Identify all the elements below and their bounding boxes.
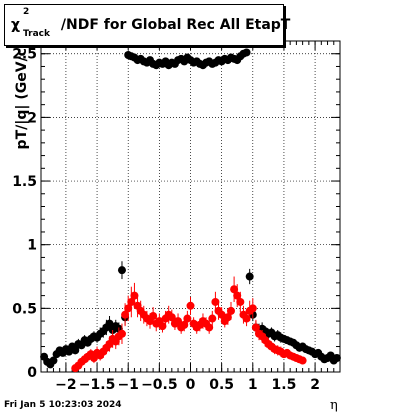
x-tick-label: 2	[310, 377, 320, 393]
data-point	[230, 285, 239, 294]
x-tick-label: −1.5	[79, 377, 116, 393]
data-point	[298, 356, 307, 365]
title-symbol: χ	[11, 17, 21, 33]
data-point	[127, 297, 136, 306]
data-point	[223, 313, 232, 322]
data-point	[174, 317, 183, 326]
data-point	[251, 323, 260, 332]
data-point	[49, 356, 58, 365]
data-point	[242, 314, 251, 323]
data-point	[217, 310, 226, 319]
y-tick-label: 2.5	[12, 47, 37, 63]
data-point	[248, 304, 257, 313]
data-point	[180, 320, 189, 329]
data-point	[105, 319, 114, 328]
y-tick-label: 1.5	[12, 174, 37, 190]
grid	[41, 41, 340, 373]
x-tick-label: 0.5	[209, 377, 234, 393]
data-point	[117, 329, 126, 338]
x-tick-label: 1.5	[272, 377, 297, 393]
data-point	[236, 297, 245, 306]
y-tick-label: 1	[27, 238, 37, 254]
chart-title: χ 2 Track /NDF for Global Rec All EtapT	[11, 7, 291, 39]
title-rest: /NDF for Global Rec All EtapT	[60, 17, 291, 33]
x-tick-label: −2	[55, 377, 76, 393]
data-point	[124, 304, 133, 313]
data-point	[158, 322, 167, 331]
data-point	[149, 311, 158, 320]
x-axis-label: η	[330, 398, 338, 413]
x-tick-label: −1	[117, 377, 138, 393]
y-tick-label: 0.5	[12, 301, 37, 317]
data-point	[332, 353, 341, 362]
timestamp-footer: Fri Jan 5 10:23:03 2024	[4, 400, 122, 410]
tick-labels: −2 −1.5 −1 −0.5 0 0.5 1 1.5 2 0 0.5 1 1.5 2 2.5	[12, 47, 320, 393]
series	[40, 48, 341, 373]
data-point	[186, 301, 195, 310]
data-point	[167, 313, 176, 322]
data-point	[71, 346, 80, 355]
data-point	[208, 314, 217, 323]
title-subscript: Track	[23, 29, 50, 39]
data-point	[233, 291, 242, 300]
data-point	[130, 291, 139, 300]
title-superscript: 2	[23, 7, 30, 17]
x-tick-label: −0.5	[141, 377, 178, 393]
data-point	[242, 48, 251, 57]
data-point	[245, 272, 254, 281]
data-point	[226, 306, 235, 315]
data-point	[211, 297, 220, 306]
data-point	[183, 314, 192, 323]
data-point	[205, 323, 214, 332]
y-axis-label: pT/|q| (GeV/c	[14, 48, 30, 150]
data-point	[121, 310, 130, 319]
title-box: χ 2 Track /NDF for Global Rec All EtapT	[4, 4, 290, 46]
x-tick-label: 0	[186, 377, 196, 393]
data-point	[117, 266, 126, 275]
y-tick-label: 0	[27, 365, 37, 381]
x-tick-label: 1	[248, 377, 258, 393]
y-tick-label: 2	[27, 110, 37, 126]
